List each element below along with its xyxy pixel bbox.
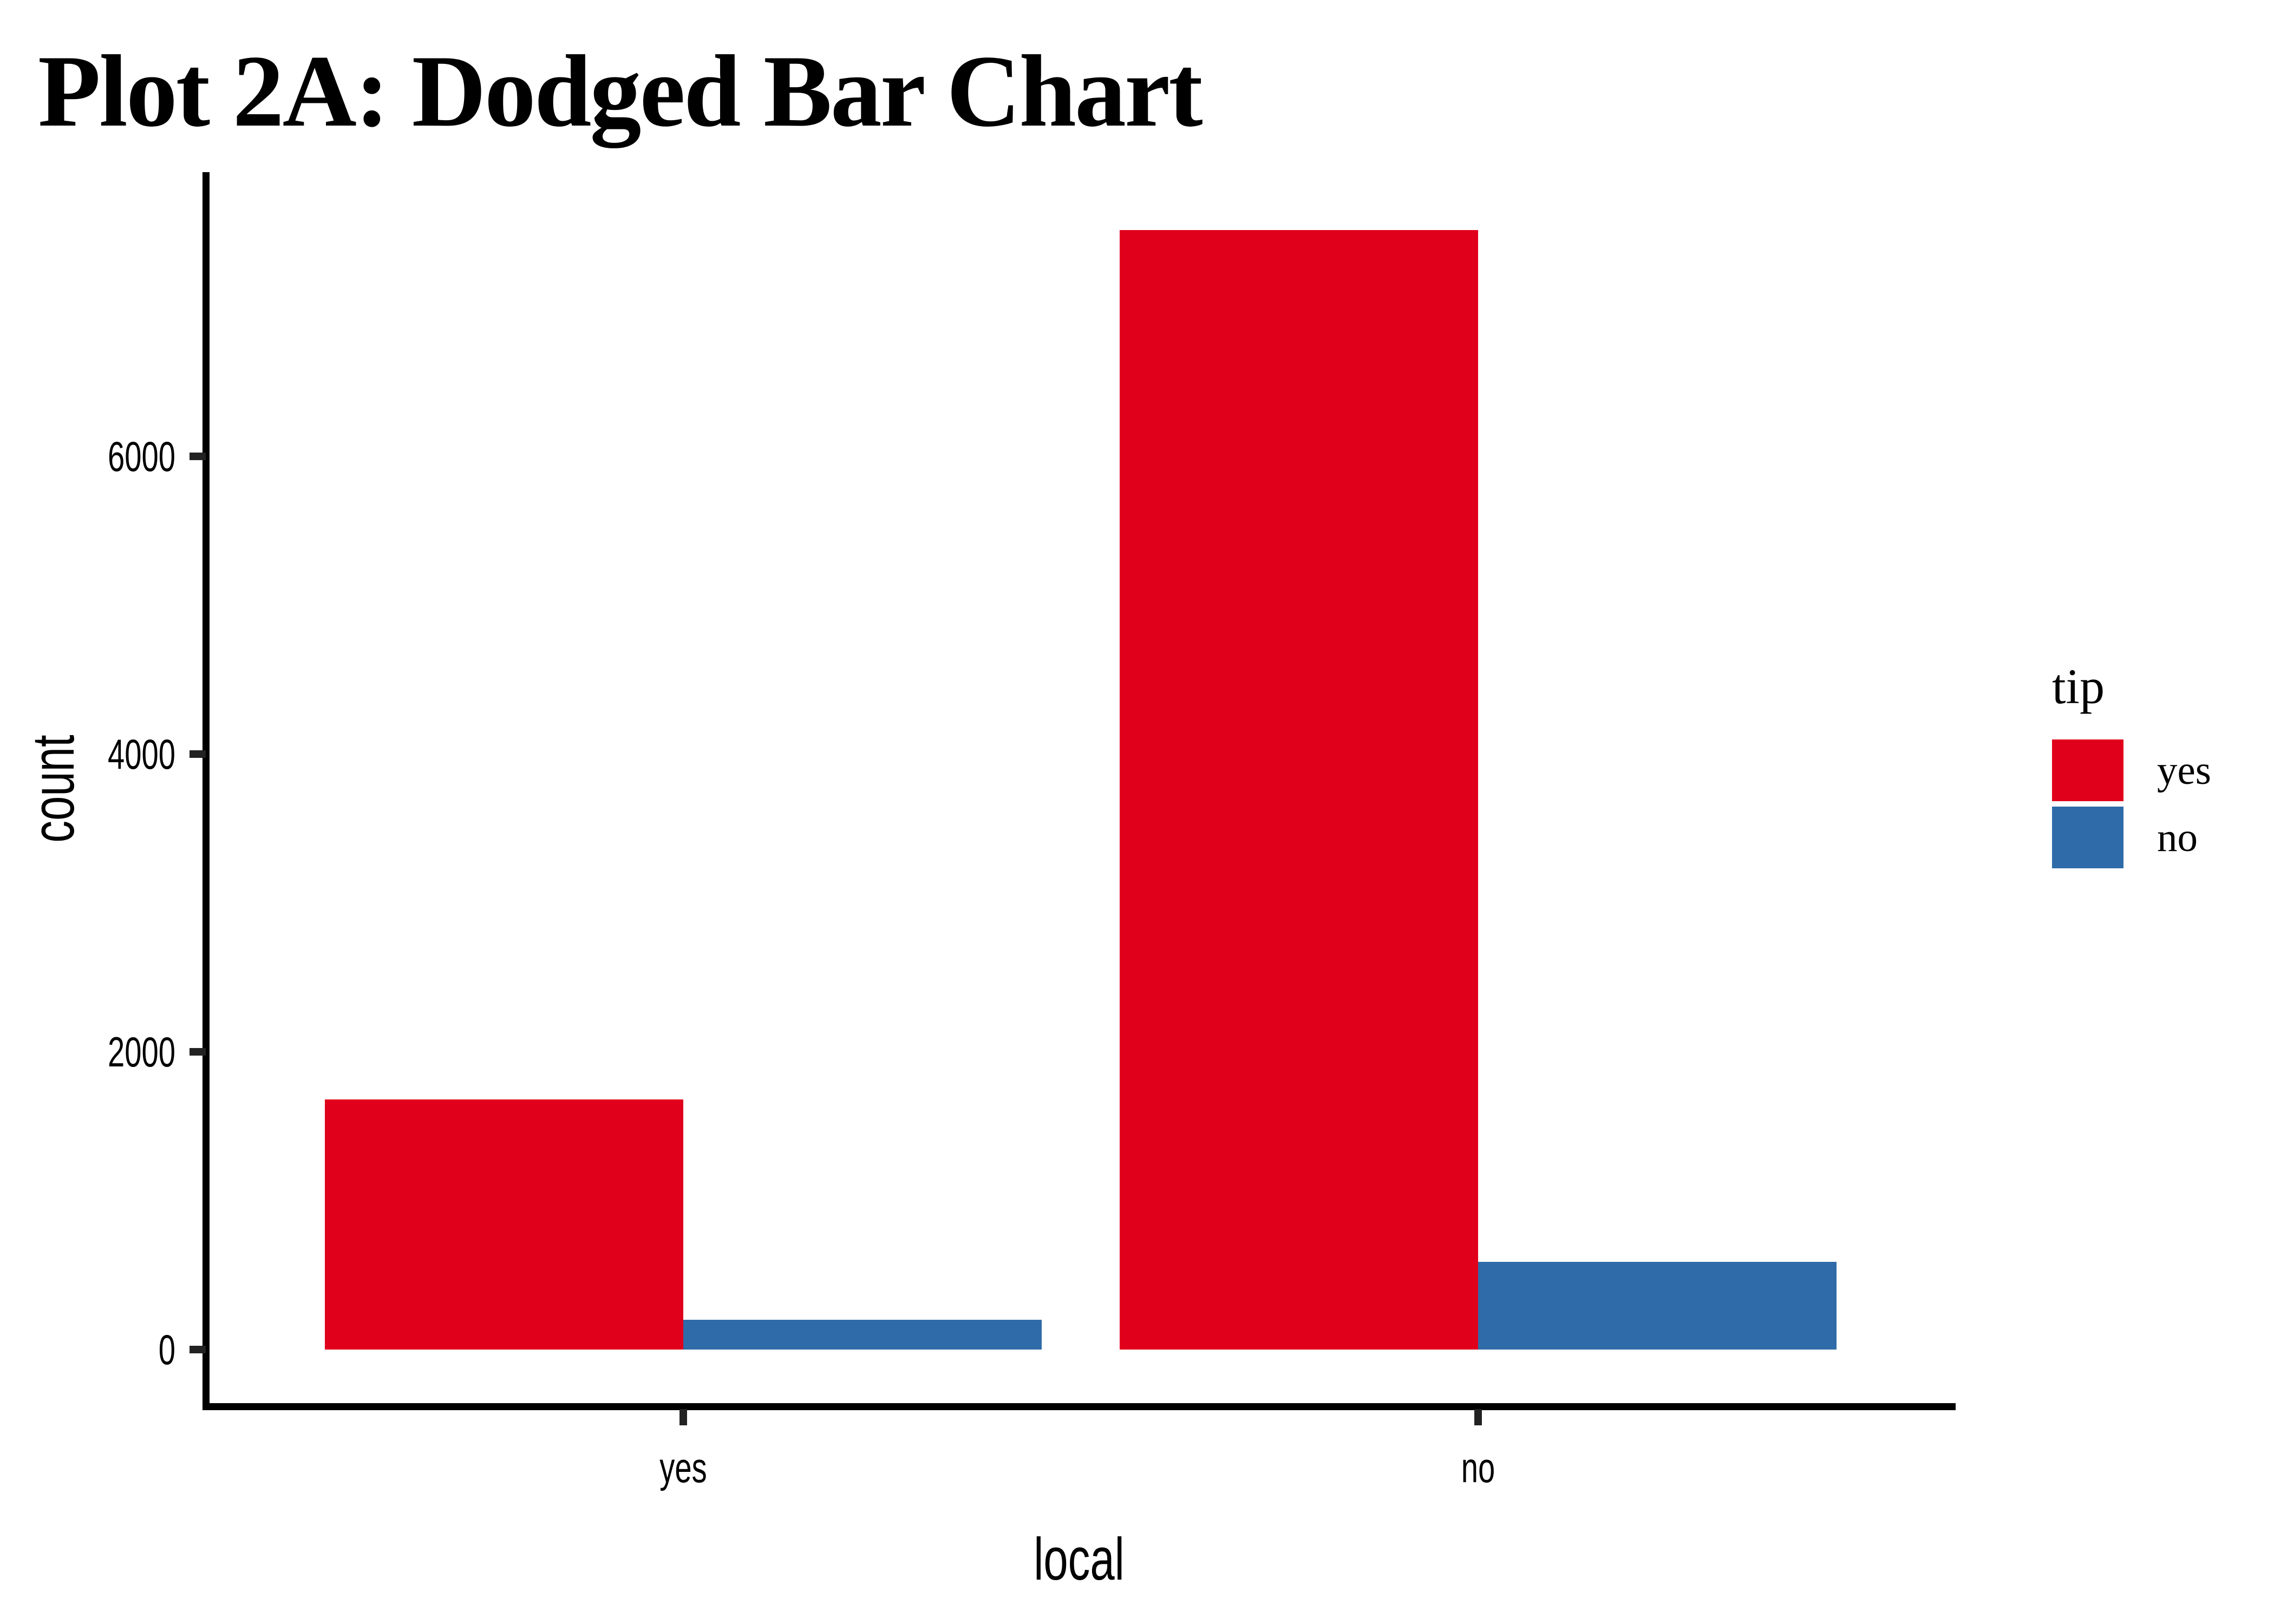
legend-item-no: no — [2052, 807, 2211, 868]
x-axis-line — [202, 1403, 1956, 1410]
y-tick-label: 4000 — [108, 730, 175, 778]
bar-no-no — [1478, 1262, 1837, 1350]
y-tick — [190, 453, 206, 460]
y-tick-label: 0 — [158, 1326, 175, 1373]
y-tick — [190, 1346, 206, 1353]
legend-title: tip — [2052, 659, 2105, 714]
y-axis-title: count — [20, 735, 87, 843]
x-axis-title: local — [1034, 1526, 1125, 1593]
y-axis-line — [202, 172, 210, 1409]
y-tick-label: 6000 — [108, 433, 175, 480]
chart-title: Plot 2A: Dodged Bar Chart — [38, 35, 1203, 148]
legend: tip yes no — [2052, 662, 2211, 874]
x-tick-label: yes — [659, 1444, 707, 1491]
legend-item-yes: yes — [2052, 739, 2211, 801]
legend-label-no: no — [2157, 815, 2198, 860]
bar-yes-no — [1120, 230, 1478, 1350]
x-tick — [679, 1409, 687, 1425]
x-tick — [1474, 1409, 1482, 1425]
bar-no-yes — [683, 1320, 1042, 1350]
legend-swatch-yes — [2052, 739, 2123, 801]
legend-label-yes: yes — [2157, 748, 2211, 793]
y-tick — [190, 750, 206, 758]
y-tick-label: 2000 — [108, 1028, 175, 1076]
legend-swatch-no — [2052, 807, 2123, 868]
y-tick — [190, 1048, 206, 1056]
bar-yes-yes — [325, 1099, 683, 1350]
x-tick-label: no — [1461, 1444, 1495, 1491]
legend-items: yes no — [2052, 739, 2211, 868]
